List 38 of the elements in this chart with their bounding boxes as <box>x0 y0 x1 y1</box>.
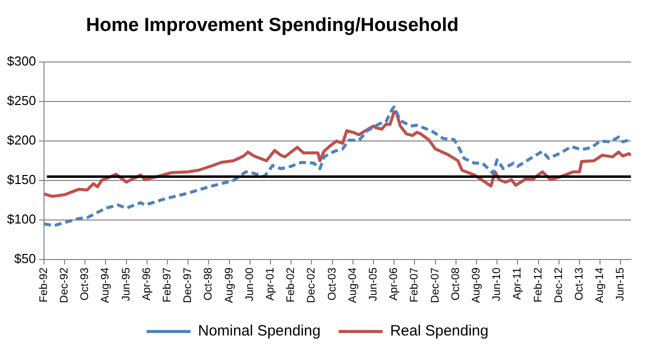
legend-label: Real Spending <box>390 322 489 340</box>
x-tick-label: Apr-96 <box>140 268 153 301</box>
y-tick-label: $250 <box>7 93 36 108</box>
x-tick-label: Aug-04 <box>346 268 359 304</box>
x-tick-label: Jun-95 <box>120 268 132 302</box>
x-tick-label: Oct-93 <box>79 268 92 301</box>
x-tick-label: Feb-07 <box>408 268 421 302</box>
x-tick-label: Jun-15 <box>614 268 627 302</box>
x-tick-label: Apr-01 <box>264 268 277 301</box>
x-tick-label: Apr-11 <box>512 268 524 300</box>
y-tick-label: $200 <box>7 132 36 148</box>
x-tick-label: Dec-92 <box>58 268 71 303</box>
x-tick-label: Dec-02 <box>306 268 318 303</box>
x-tick-label: Dec-97 <box>182 268 194 303</box>
x-tick-label: Oct-13 <box>574 268 586 301</box>
x-tick-label: Feb-92 <box>38 268 50 302</box>
x-tick-label: Oct-98 <box>202 268 215 301</box>
y-tick-label: $100 <box>7 212 36 227</box>
x-tick-label: Jun-05 <box>368 268 380 302</box>
x-tick-label: Feb-97 <box>162 268 174 302</box>
y-tick-label: $150 <box>7 172 36 188</box>
x-tick-label: Aug-14 <box>594 268 606 304</box>
x-tick-label: Oct-03 <box>326 268 338 301</box>
y-tick-label: $50 <box>14 251 36 266</box>
x-tick-label: Aug-99 <box>223 268 236 304</box>
x-tick-label: Aug-94 <box>100 268 112 304</box>
x-tick-label: Oct-08 <box>450 268 462 301</box>
x-tick-label: Dec-12 <box>552 268 565 303</box>
x-tick-label: Jun-00 <box>244 268 256 302</box>
x-tick-label: Aug-09 <box>470 268 483 304</box>
legend-label: Nominal Spending <box>198 322 321 340</box>
y-tick-label: $300 <box>7 54 36 69</box>
x-tick-label: Feb-12 <box>532 268 544 302</box>
chart-title: Home Improvement Spending/Household <box>86 15 459 36</box>
x-tick-label: Dec-07 <box>429 268 442 303</box>
x-tick-label: Apr-06 <box>388 268 400 301</box>
x-tick-label: Feb-02 <box>285 268 298 302</box>
x-tick-label: Jun-10 <box>491 268 504 302</box>
